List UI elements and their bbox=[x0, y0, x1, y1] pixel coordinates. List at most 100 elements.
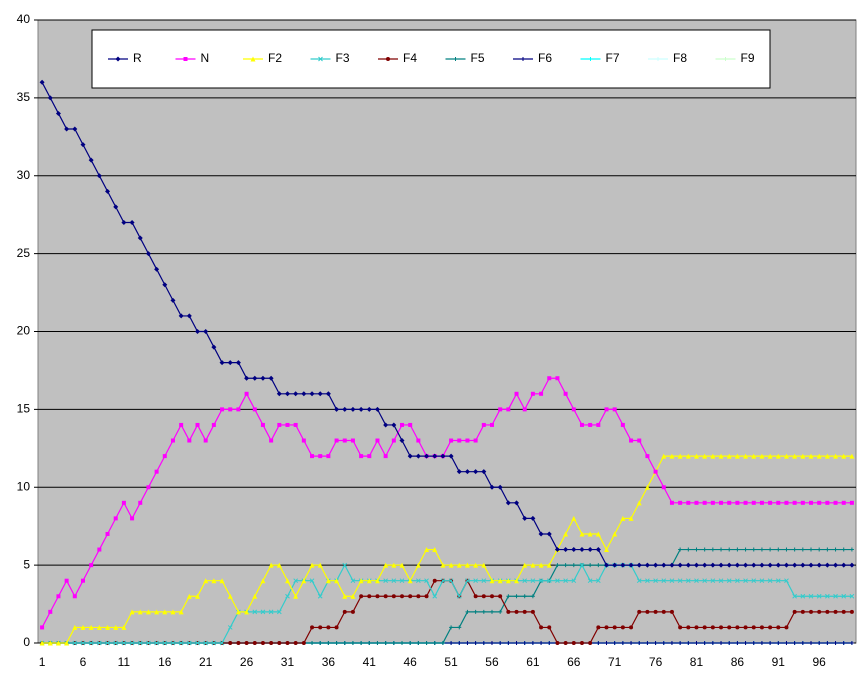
marker bbox=[588, 57, 593, 61]
marker bbox=[849, 547, 854, 552]
marker bbox=[825, 593, 830, 599]
marker bbox=[80, 578, 85, 583]
marker bbox=[276, 562, 282, 568]
marker bbox=[310, 641, 315, 645]
marker bbox=[694, 547, 699, 552]
marker bbox=[342, 562, 348, 568]
marker bbox=[800, 500, 805, 505]
marker bbox=[759, 453, 765, 459]
marker bbox=[162, 609, 168, 615]
marker bbox=[252, 375, 258, 381]
marker bbox=[595, 531, 601, 537]
marker bbox=[293, 391, 299, 397]
marker bbox=[800, 593, 806, 599]
marker bbox=[489, 422, 494, 427]
marker bbox=[743, 578, 748, 584]
marker bbox=[595, 547, 601, 553]
marker bbox=[816, 562, 822, 568]
marker bbox=[358, 406, 364, 412]
marker bbox=[522, 641, 527, 645]
x-tick-label: 26 bbox=[240, 655, 254, 669]
marker bbox=[170, 297, 176, 303]
marker bbox=[612, 625, 617, 630]
marker bbox=[759, 562, 765, 568]
marker bbox=[751, 578, 757, 584]
marker bbox=[644, 562, 650, 568]
marker bbox=[849, 453, 855, 459]
marker bbox=[72, 624, 78, 630]
marker bbox=[808, 453, 814, 459]
marker bbox=[326, 625, 331, 630]
y-tick-label: 30 bbox=[17, 168, 31, 182]
marker bbox=[170, 640, 176, 646]
marker bbox=[228, 641, 233, 645]
x-tick-label: 96 bbox=[813, 655, 827, 669]
marker bbox=[653, 578, 658, 584]
marker bbox=[530, 578, 536, 584]
marker bbox=[596, 625, 601, 630]
marker bbox=[115, 56, 121, 62]
marker bbox=[432, 641, 437, 645]
marker bbox=[211, 578, 217, 584]
marker bbox=[792, 609, 797, 614]
marker bbox=[268, 375, 274, 381]
x-tick-label: 51 bbox=[444, 655, 458, 669]
marker bbox=[604, 625, 609, 630]
y-tick-label: 15 bbox=[17, 402, 31, 416]
marker bbox=[817, 609, 822, 614]
marker bbox=[546, 562, 552, 568]
marker bbox=[350, 609, 355, 614]
marker bbox=[685, 453, 691, 459]
marker bbox=[571, 407, 576, 412]
y-tick-label: 10 bbox=[17, 479, 31, 493]
marker bbox=[383, 578, 389, 584]
marker bbox=[775, 578, 781, 584]
marker bbox=[571, 578, 577, 584]
marker bbox=[449, 625, 454, 630]
marker bbox=[342, 593, 348, 599]
marker bbox=[244, 375, 250, 381]
marker bbox=[767, 578, 773, 584]
marker bbox=[154, 469, 159, 474]
marker bbox=[407, 453, 413, 459]
marker bbox=[661, 609, 666, 614]
marker bbox=[383, 562, 389, 568]
marker bbox=[195, 329, 201, 334]
marker bbox=[391, 438, 396, 443]
marker bbox=[105, 188, 111, 194]
marker bbox=[539, 641, 544, 645]
marker bbox=[178, 609, 184, 615]
marker bbox=[809, 609, 814, 614]
marker bbox=[718, 453, 724, 459]
marker bbox=[735, 578, 740, 584]
marker bbox=[399, 562, 405, 568]
y-tick-label: 35 bbox=[17, 90, 31, 104]
marker bbox=[833, 609, 838, 614]
marker bbox=[645, 578, 650, 584]
marker bbox=[72, 594, 77, 599]
marker bbox=[719, 500, 724, 505]
marker bbox=[751, 562, 757, 568]
marker bbox=[579, 547, 585, 553]
marker bbox=[489, 578, 495, 584]
marker bbox=[269, 438, 274, 443]
marker bbox=[726, 562, 732, 568]
marker bbox=[678, 641, 683, 645]
marker bbox=[448, 562, 454, 568]
marker bbox=[301, 578, 307, 584]
marker bbox=[432, 593, 438, 599]
legend-label: F7 bbox=[606, 51, 620, 65]
marker bbox=[301, 438, 306, 443]
x-tick-label: 1 bbox=[39, 655, 46, 669]
marker bbox=[358, 578, 364, 584]
marker bbox=[759, 500, 764, 505]
marker bbox=[318, 625, 323, 630]
marker bbox=[620, 625, 625, 630]
x-tick-label: 71 bbox=[608, 655, 622, 669]
marker bbox=[325, 391, 331, 397]
marker bbox=[825, 641, 830, 645]
marker bbox=[121, 219, 127, 225]
legend-label: F3 bbox=[336, 51, 350, 65]
marker bbox=[522, 578, 528, 584]
marker bbox=[276, 609, 282, 615]
